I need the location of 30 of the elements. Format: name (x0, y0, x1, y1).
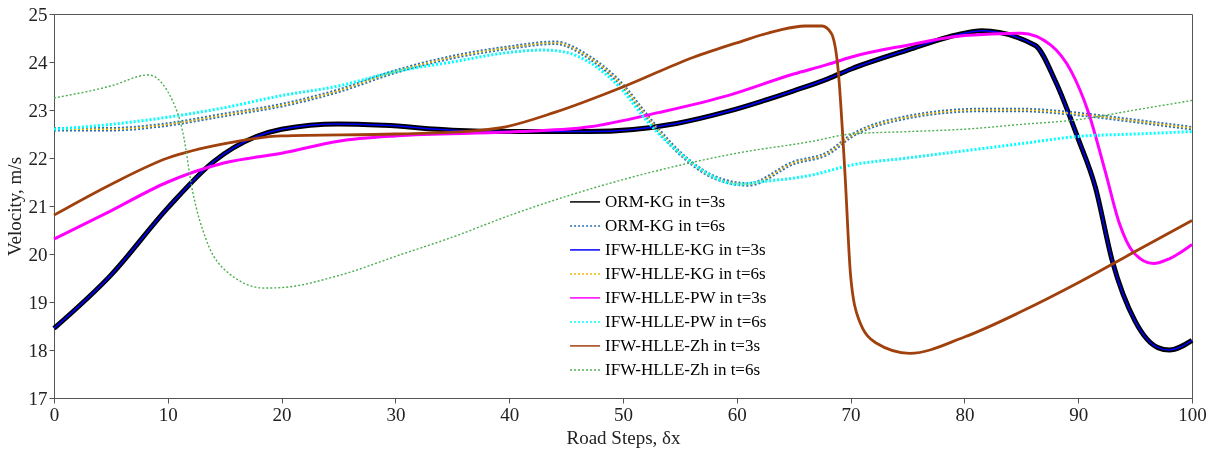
legend-label: ORM-KG in t=3s (605, 191, 726, 211)
y-tick-label: 18 (28, 339, 48, 361)
legend-label: IFW-HLLE-KG in t=6s (605, 263, 766, 283)
x-tick-label: 0 (49, 403, 60, 425)
x-tick-label: 60 (727, 403, 747, 425)
y-tick-label: 23 (28, 99, 48, 121)
x-tick-label: 90 (1069, 403, 1089, 425)
legend-label: IFW-HLLE-PW in t=6s (605, 311, 767, 331)
legend-label: IFW-HLLE-PW in t=3s (605, 287, 767, 307)
y-tick-label: 17 (28, 387, 48, 409)
y-axis-title: Velocity, m/s (3, 156, 25, 257)
x-tick-label: 80 (955, 403, 975, 425)
y-tick-label: 24 (28, 51, 48, 73)
x-tick-label: 10 (158, 403, 178, 425)
legend-label: IFW-HLLE-Zh in t=3s (605, 335, 761, 355)
x-tick-label: 70 (841, 403, 861, 425)
y-tick-label: 19 (28, 291, 48, 313)
legend-label: IFW-HLLE-Zh in t=6s (605, 359, 761, 379)
x-tick-label: 20 (272, 403, 292, 425)
x-tick-label: 50 (614, 403, 633, 425)
y-tick-label: 22 (28, 147, 48, 169)
legend-label: IFW-HLLE-KG in t=3s (605, 239, 766, 259)
x-tick-label: 100 (1178, 403, 1207, 425)
x-tick-label: 30 (386, 403, 406, 425)
y-tick-label: 25 (28, 3, 48, 25)
x-axis-title: Road Steps, δx (566, 426, 681, 448)
y-tick-label: 21 (28, 195, 48, 217)
y-tick-label: 20 (28, 243, 48, 265)
legend-label: ORM-KG in t=6s (605, 215, 726, 235)
x-tick-label: 40 (500, 403, 520, 425)
